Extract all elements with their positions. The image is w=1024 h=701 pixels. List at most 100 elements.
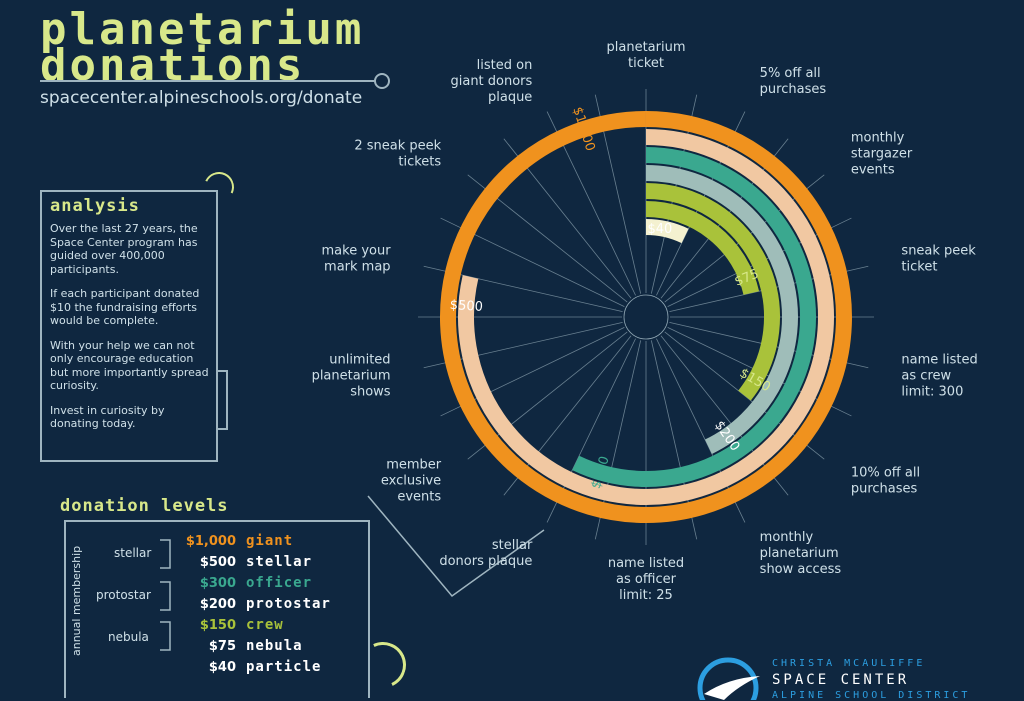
title-underline	[40, 80, 375, 82]
logo-ring	[697, 657, 759, 700]
benefit-label-line: limit: 300	[901, 384, 963, 399]
analysis-paragraph: Invest in curiosity by donating today.	[50, 403, 165, 431]
group-label-stellar: stellar	[114, 546, 152, 560]
title-ring-icon	[374, 73, 390, 89]
benefit-label-line: planetarium	[607, 40, 686, 55]
group-brackets	[160, 539, 171, 651]
analysis-tab-icon	[216, 370, 228, 430]
logo-line2: SPACE CENTER	[772, 672, 910, 688]
leader-line	[367, 495, 545, 598]
benefit-label-line: tickets	[398, 155, 441, 170]
benefit-label: unlimited planetarium shows	[312, 352, 391, 399]
levels-heading: donation levels	[60, 496, 229, 516]
level-price: $300	[199, 576, 236, 591]
benefit-label-line: stargazer	[851, 147, 913, 162]
level-price: $500	[199, 555, 236, 570]
benefit-label-line: monthly	[760, 530, 814, 545]
benefit-label-line: 2 sneak peek	[354, 139, 441, 154]
benefit-label: listed on giant donors plaque	[450, 58, 532, 105]
benefit-label: planetarium ticket	[607, 40, 686, 71]
benefit-label-line: as officer	[616, 572, 677, 587]
level-name: officer	[246, 575, 313, 591]
benefit-label-line: shows	[350, 384, 391, 399]
arc-value-label: $500	[449, 298, 483, 315]
donation-arc	[645, 219, 689, 244]
benefit-label-line: plaque	[488, 90, 532, 105]
benefit-label-line: events	[851, 163, 895, 178]
donation-arc	[458, 129, 834, 505]
benefit-label-line: as crew	[901, 368, 951, 383]
donate-url[interactable]: spacecenter.alpineschools.org/donate	[40, 88, 363, 108]
level-name: crew	[246, 617, 284, 633]
benefit-label: 2 sneak peek tickets	[354, 139, 441, 170]
benefit-label-line: limit: 25	[619, 588, 673, 603]
analysis-box	[40, 190, 218, 462]
benefit-label: monthly planetarium show access	[760, 530, 842, 577]
benefit-label: name listed as officer limit: 25	[608, 556, 684, 603]
space-center-logo-icon	[697, 657, 760, 700]
benefit-label-line: ticket	[901, 260, 937, 275]
benefit-label-line: stellar	[492, 538, 533, 553]
benefit-label: name listed as crew limit: 300	[901, 352, 977, 399]
analysis-paragraph: Over the last 27 years, the Space Center…	[50, 222, 198, 276]
levels-box	[64, 520, 370, 698]
benefit-label-line: purchases	[851, 481, 918, 496]
benefit-label: 10% off all purchases	[851, 465, 920, 496]
logo-line1: CHRISTA MCAULIFFE	[772, 658, 926, 669]
level-price: $200	[199, 597, 236, 612]
benefit-label: 5% off all purchases	[760, 66, 827, 97]
benefit-label-line: monthly	[851, 131, 905, 146]
arc-value-label: $40	[647, 222, 672, 237]
level-name: giant	[246, 533, 294, 549]
level-name: stellar	[246, 554, 313, 570]
benefit-label-line: ticket	[628, 56, 664, 71]
benefit-label-line: name listed	[901, 352, 977, 367]
level-name: protostar	[246, 596, 331, 612]
benefit-label-line: planetarium	[312, 368, 391, 383]
benefit-label-line: 5% off all	[760, 66, 821, 81]
donation-arc	[440, 111, 852, 523]
benefit-label-line: mark map	[324, 260, 391, 275]
benefit-label-line: member	[386, 457, 442, 472]
benefit-label-line: planetarium	[760, 546, 839, 561]
benefit-label-line: giant donors	[450, 74, 532, 89]
benefit-label-line: make your	[322, 244, 392, 259]
benefit-label-line: sneak peek	[901, 244, 976, 259]
level-name: nebula	[246, 638, 303, 654]
benefit-label-line: show access	[760, 562, 842, 577]
group-bracket-lines	[160, 539, 171, 651]
benefit-label-line: name listed	[608, 556, 684, 571]
donation-arc	[572, 147, 816, 487]
level-name: particle	[246, 659, 322, 675]
benefit-label-line: exclusive	[381, 473, 441, 488]
benefit-label: sneak peek ticket	[901, 244, 976, 275]
benefit-label-line: donors plaque	[439, 554, 532, 569]
benefit-label-line: events	[397, 489, 441, 504]
benefit-label: make your mark map	[322, 244, 392, 275]
level-price: $1,000	[185, 534, 236, 549]
donation-arc	[645, 165, 798, 454]
level-price: $75	[208, 639, 236, 654]
benefit-label: monthly stargazer events	[851, 131, 913, 178]
benefit-label-line: unlimited	[329, 352, 390, 367]
benefit-label: member exclusive events	[381, 457, 442, 504]
benefit-label: stellar donors plaque	[439, 538, 533, 569]
level-price: $40	[208, 660, 236, 675]
donation-arc	[645, 201, 760, 295]
group-label-nebula: nebula	[108, 630, 149, 644]
benefit-label-line: 10% off all	[851, 465, 920, 480]
page-title-line1: planetarium	[40, 4, 365, 55]
benefit-label-line: listed on	[477, 58, 533, 73]
analysis-text: Over the last 27 years, the Space Center…	[50, 222, 212, 442]
benefit-label-line: purchases	[760, 82, 827, 97]
logo-swoosh	[704, 676, 760, 700]
level-price: $150	[199, 618, 236, 633]
chart-hub	[623, 294, 669, 340]
donation-arc	[645, 183, 780, 401]
analysis-paragraph: If each participant donated $10 the fund…	[50, 287, 200, 327]
analysis-heading: analysis	[50, 196, 140, 216]
group-label-protostar: protostar	[96, 588, 151, 602]
logo-line3: ALPINE SCHOOL DISTRICT	[772, 690, 971, 701]
